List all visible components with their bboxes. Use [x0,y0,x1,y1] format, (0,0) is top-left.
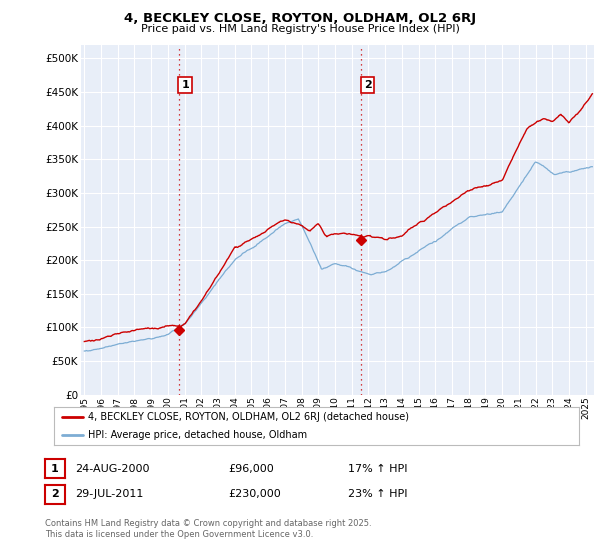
Text: Price paid vs. HM Land Registry's House Price Index (HPI): Price paid vs. HM Land Registry's House … [140,24,460,34]
Text: 24-AUG-2000: 24-AUG-2000 [75,464,149,474]
Text: 17% ↑ HPI: 17% ↑ HPI [348,464,407,474]
Text: 2: 2 [51,489,59,500]
Text: 29-JUL-2011: 29-JUL-2011 [75,489,143,500]
Text: 4, BECKLEY CLOSE, ROYTON, OLDHAM, OL2 6RJ (detached house): 4, BECKLEY CLOSE, ROYTON, OLDHAM, OL2 6R… [88,412,409,422]
Text: 23% ↑ HPI: 23% ↑ HPI [348,489,407,500]
Text: 2: 2 [364,80,371,90]
Text: 1: 1 [51,464,59,474]
Text: 1: 1 [181,80,189,90]
Text: HPI: Average price, detached house, Oldham: HPI: Average price, detached house, Oldh… [88,430,307,440]
Text: 4, BECKLEY CLOSE, ROYTON, OLDHAM, OL2 6RJ: 4, BECKLEY CLOSE, ROYTON, OLDHAM, OL2 6R… [124,12,476,25]
Text: £230,000: £230,000 [228,489,281,500]
Text: £96,000: £96,000 [228,464,274,474]
Text: Contains HM Land Registry data © Crown copyright and database right 2025.
This d: Contains HM Land Registry data © Crown c… [45,519,371,539]
